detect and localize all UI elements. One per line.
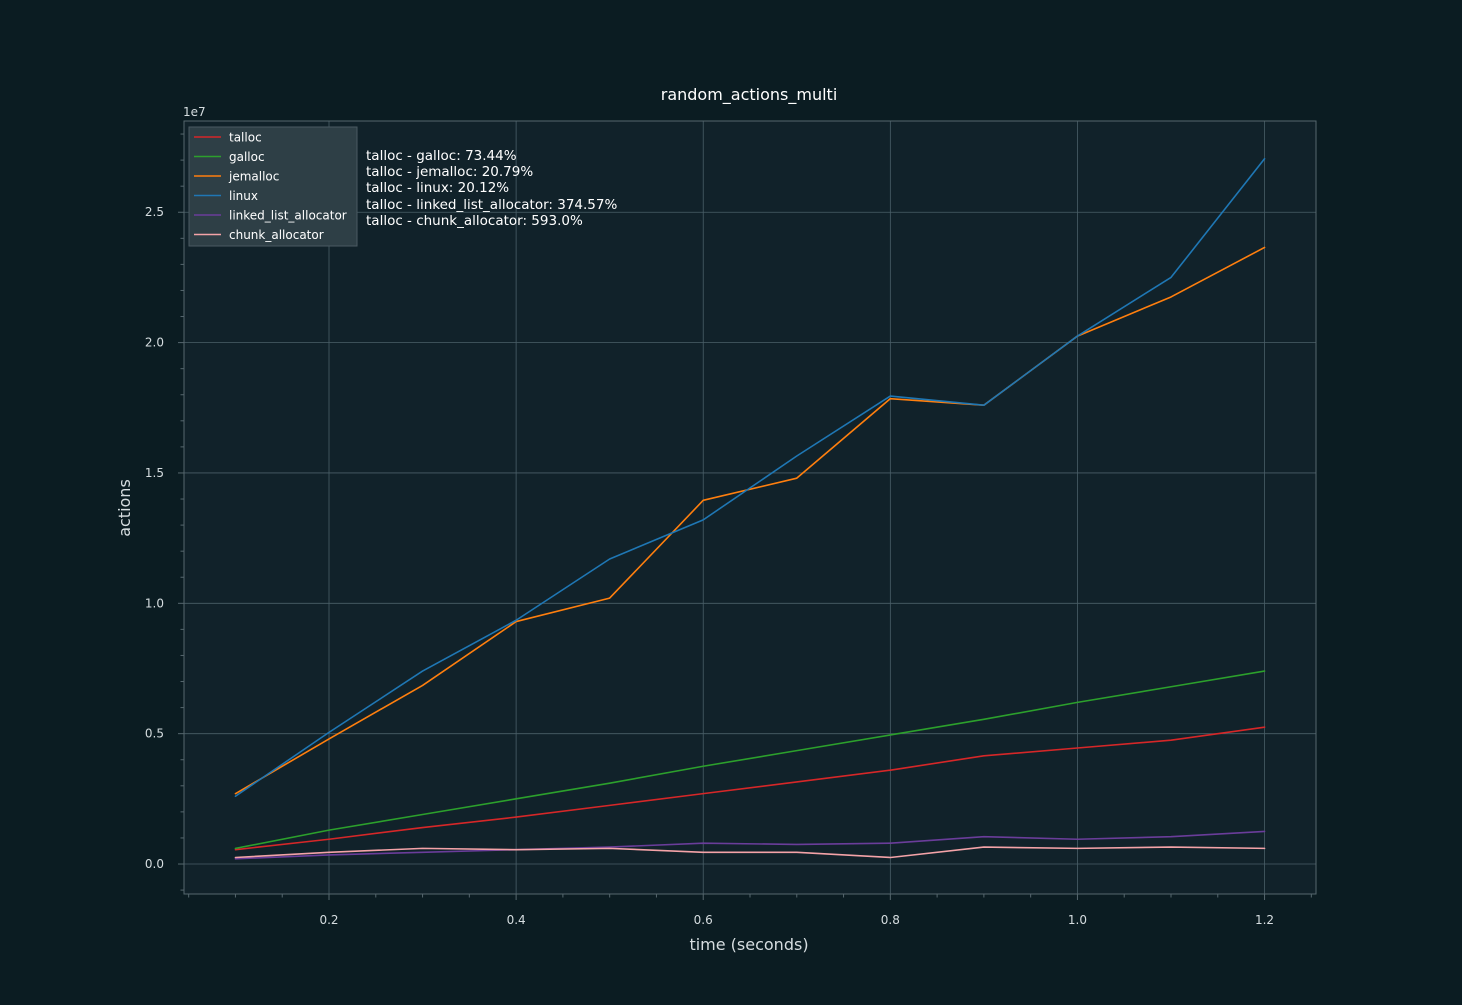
legend-label-jemalloc: jemalloc — [228, 170, 279, 184]
grid-lines — [184, 121, 1316, 894]
legend-label-linux: linux — [229, 189, 258, 203]
x-tick-label: 0.2 — [319, 913, 338, 927]
y-offset-label: 1e7 — [183, 105, 206, 119]
series-line-talloc — [234, 726, 1266, 851]
series-line-chunk-allocator — [234, 846, 1266, 859]
y-tick-label: 1.5 — [145, 466, 164, 480]
series-line-jemalloc — [234, 246, 1266, 795]
annotation-jemalloc: talloc - jemalloc: 20.79% — [366, 164, 533, 180]
y-axis-label: actions — [115, 479, 134, 537]
x-tick-label: 1.0 — [1068, 913, 1087, 927]
annotation-linux: talloc - linux: 20.12% — [366, 180, 509, 196]
x-tick-label: 0.6 — [694, 913, 713, 927]
series-layer — [234, 158, 1266, 860]
chart-title: random_actions_multi — [661, 85, 838, 105]
plot-area — [184, 121, 1316, 894]
legend-box — [188, 126, 358, 247]
y-tick-label: 2.5 — [145, 205, 164, 219]
y-tick-label: 1.0 — [145, 596, 164, 610]
annotation-galloc: talloc - galloc: 73.44% — [366, 148, 517, 164]
legend-label-galloc: galloc — [229, 150, 265, 164]
series-line-linux — [234, 158, 1266, 798]
x-axis: 0.2 0.4 0.6 0.8 1.0 1.2 — [188, 894, 1312, 927]
annotation-chunk-allocator: talloc - chunk_allocator: 593.0% — [366, 213, 583, 229]
y-tick-label: 2.0 — [145, 336, 164, 350]
x-tick-label: 0.4 — [507, 913, 526, 927]
y-axis: 0.0 0.5 1.0 1.5 2.0 2.5 — [145, 133, 184, 891]
annotation-linked-list-allocator: talloc - linked_list_allocator: 374.57% — [366, 197, 617, 213]
y-tick-label: 0.0 — [145, 857, 164, 871]
x-tick-label: 0.8 — [881, 913, 900, 927]
series-line-galloc — [234, 670, 1266, 850]
legend: talloc galloc jemalloc linux linked_list_all… — [188, 126, 358, 247]
x-tick-label: 1.2 — [1255, 913, 1274, 927]
legend-items: talloc galloc jemalloc linux linked_list_all… — [194, 131, 347, 242]
legend-label-linked-list-allocator: linked_list_allocator — [229, 209, 347, 223]
x-axis-label: time (seconds) — [689, 935, 808, 954]
legend-label-chunk-allocator: chunk_allocator — [229, 228, 324, 242]
annotations: talloc - galloc: 73.44% talloc - jemallo… — [366, 148, 617, 229]
legend-label-talloc: talloc — [229, 131, 262, 145]
y-tick-label: 0.5 — [145, 727, 164, 741]
series-line-linked-list-allocator — [234, 830, 1266, 860]
